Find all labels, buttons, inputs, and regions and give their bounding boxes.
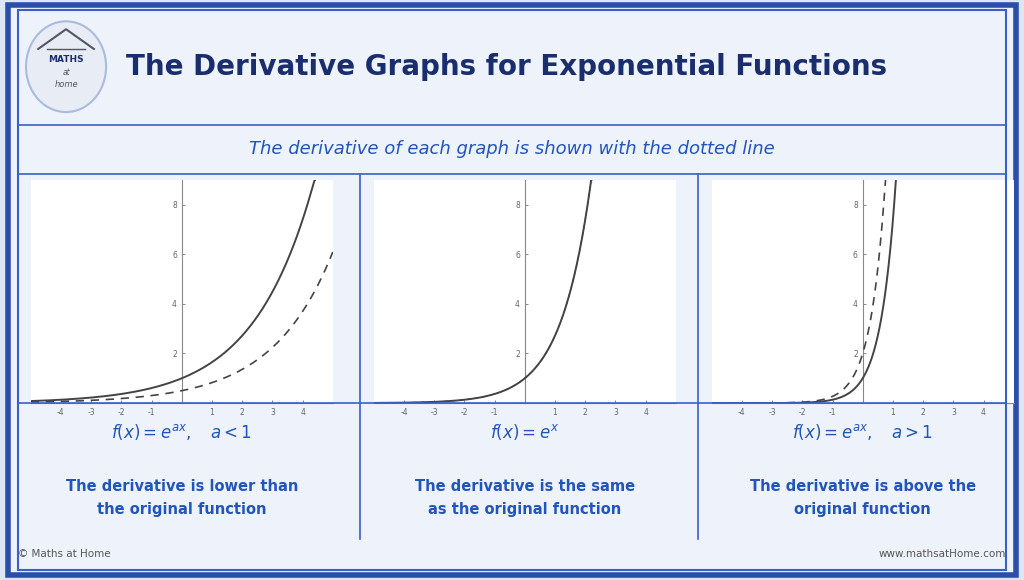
Text: MATHS: MATHS [48, 55, 84, 64]
Text: $f(x) = e^{ax},\quad a < 1$: $f(x) = e^{ax},\quad a < 1$ [112, 422, 252, 442]
Text: The derivative is above the
original function: The derivative is above the original fun… [750, 479, 976, 517]
Text: The derivative of each graph is shown with the dotted line: The derivative of each graph is shown wi… [249, 140, 775, 158]
Text: The derivative is the same
as the original function: The derivative is the same as the origin… [415, 479, 635, 517]
Text: $f(x) = e^{x}$: $f(x) = e^{x}$ [490, 422, 559, 442]
Text: at: at [62, 68, 70, 77]
Circle shape [26, 21, 106, 112]
Text: home: home [54, 80, 78, 89]
Text: www.mathsatHome.com: www.mathsatHome.com [879, 549, 1006, 559]
Text: © Maths at Home: © Maths at Home [18, 549, 111, 559]
Text: The Derivative Graphs for Exponential Functions: The Derivative Graphs for Exponential Fu… [126, 53, 887, 81]
Text: The derivative is lower than
the original function: The derivative is lower than the origina… [66, 479, 298, 517]
Text: $f(x) = e^{ax},\quad a > 1$: $f(x) = e^{ax},\quad a > 1$ [793, 422, 933, 442]
